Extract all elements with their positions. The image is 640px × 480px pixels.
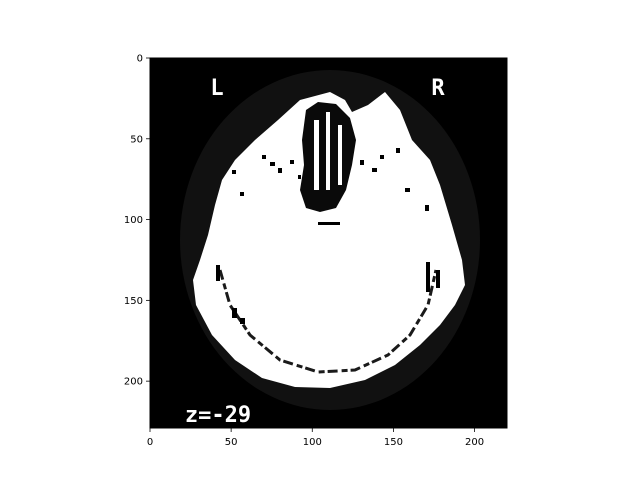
y-axis: 0 50 100 150 200 [124,54,150,388]
axes-frame [149,57,508,429]
y-tick-label: 0 [137,54,143,65]
x-tick-label: 0 [147,437,153,448]
y-tick-label: 200 [124,377,143,388]
y-tick-label: 100 [124,215,143,226]
y-tick-label: 50 [130,134,143,145]
brain-slice-image [180,70,480,410]
x-tick-label: 100 [303,437,322,448]
annotation-right-label: R [431,76,445,101]
annotation-slice-position: z=-29 [185,403,251,428]
x-tick-label: 200 [465,437,484,448]
annotation-left-label: L [210,76,223,101]
y-tick-label: 150 [124,296,143,307]
x-axis: 0 50 100 150 200 [147,428,484,448]
x-tick-label: 150 [384,437,403,448]
x-tick-label: 50 [225,437,238,448]
